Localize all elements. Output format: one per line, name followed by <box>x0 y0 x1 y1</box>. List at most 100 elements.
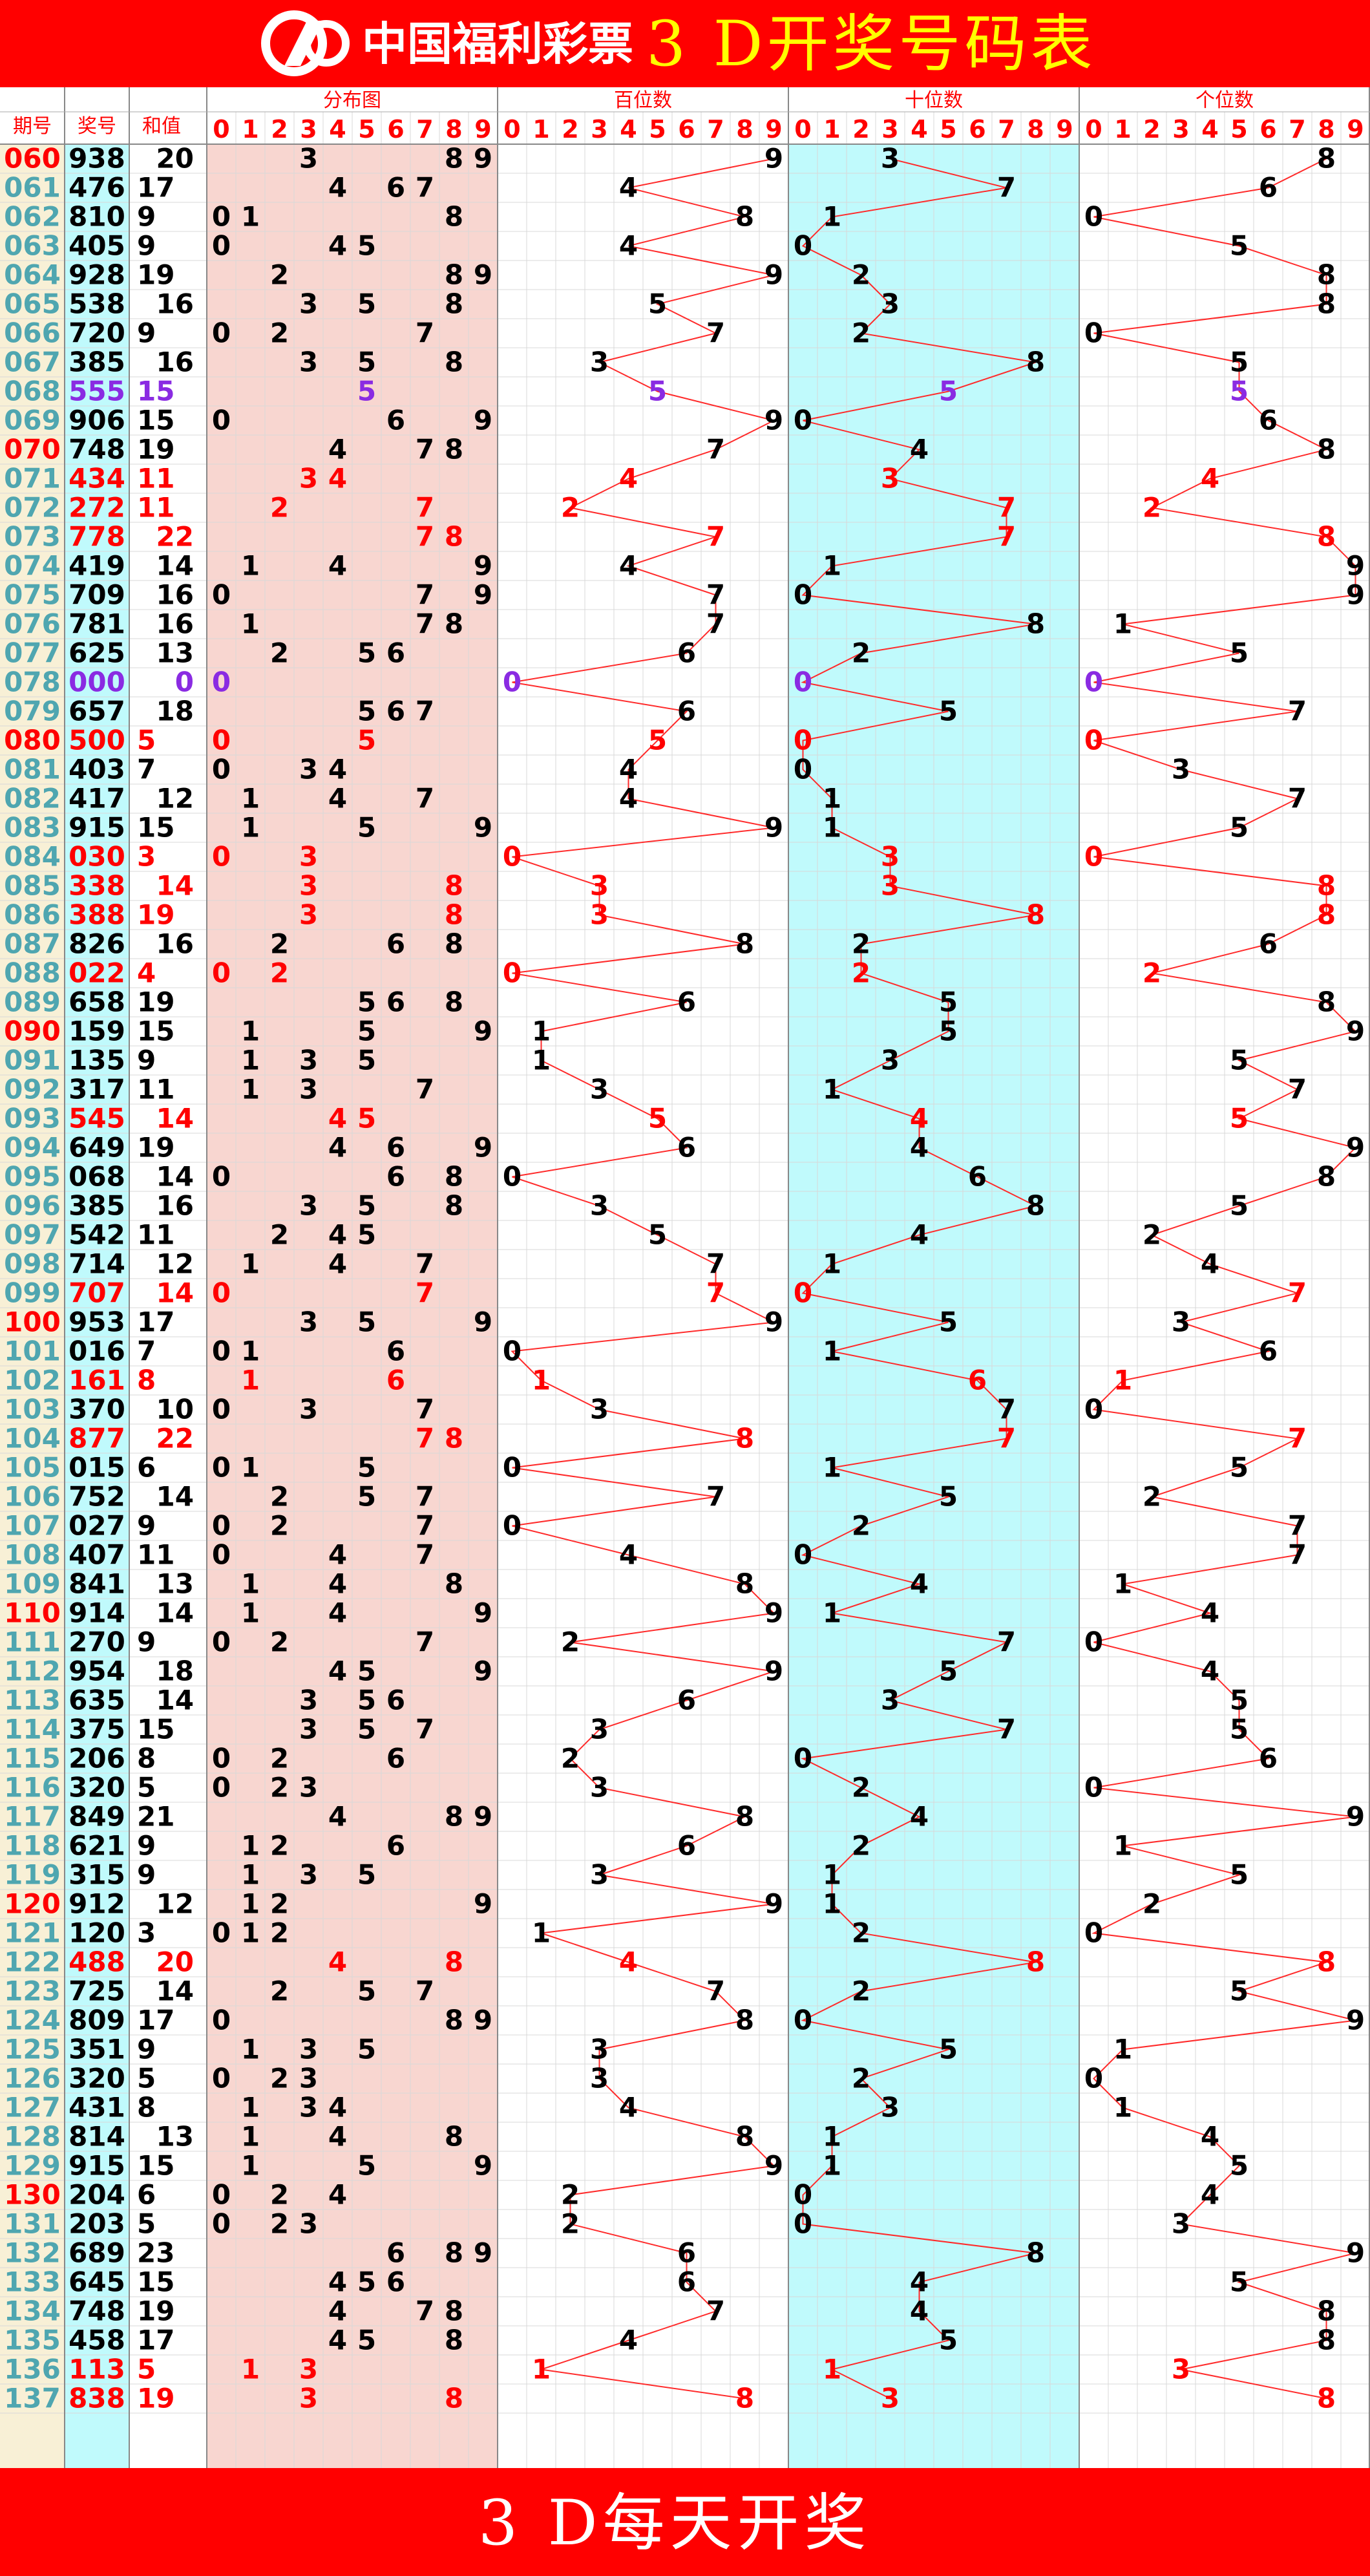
hundreds-mark: 1 <box>532 1917 551 1949</box>
number-cell: 545 <box>68 1103 125 1134</box>
distribution-mark: 8 <box>445 1801 463 1833</box>
hundreds-mark: 5 <box>648 376 667 407</box>
distribution-mark: 9 <box>474 1801 492 1833</box>
tens-mark: 2 <box>852 1917 870 1949</box>
units-mark: 3 <box>1172 754 1190 785</box>
hundreds-mark: 8 <box>735 2383 754 2414</box>
tens-digit-label: 3 <box>881 115 898 144</box>
tens-mark: 0 <box>794 2005 812 2036</box>
distribution-digit-label: 0 <box>213 115 229 144</box>
distribution-mark: 0 <box>212 2005 231 2036</box>
period-cell: 115 <box>4 1743 61 1774</box>
number-cell: 748 <box>68 2295 125 2327</box>
hundreds-mark: 6 <box>677 2237 696 2269</box>
number-cell: 538 <box>68 288 125 320</box>
distribution-mark: 8 <box>445 1190 463 1222</box>
sum-cell: 11 <box>137 1074 174 1105</box>
period-cell: 081 <box>4 754 61 785</box>
tens-mark: 0 <box>794 1539 812 1571</box>
distribution-mark: 6 <box>386 696 405 727</box>
sum-cell: 15 <box>137 376 174 407</box>
distribution-mark: 2 <box>270 957 289 989</box>
hundreds-mark: 7 <box>706 579 725 611</box>
number-cell: 555 <box>68 376 125 407</box>
distribution-mark: 7 <box>416 1510 434 1542</box>
period-cell: 102 <box>4 1365 61 1396</box>
units-digit-label: 4 <box>1201 115 1218 144</box>
distribution-mark: 4 <box>328 1219 347 1251</box>
distribution-mark: 7 <box>416 2295 434 2327</box>
units-digit-label: 2 <box>1143 115 1160 144</box>
distribution-mark: 8 <box>445 346 463 378</box>
distribution-mark: 4 <box>328 1103 347 1134</box>
tens-mark: 8 <box>1026 1190 1045 1222</box>
number-cell: 714 <box>68 1248 125 1280</box>
distribution-mark: 8 <box>445 288 463 320</box>
units-mark: 8 <box>1317 259 1336 291</box>
page-title: 3 D开奖号码表 <box>646 8 1097 80</box>
tens-mark: 3 <box>881 841 900 873</box>
tens-mark: 4 <box>910 1219 929 1251</box>
tens-mark: 3 <box>881 2092 900 2124</box>
units-mark: 4 <box>1201 463 1219 495</box>
distribution-mark: 0 <box>212 666 231 698</box>
tens-mark: 1 <box>823 1336 841 1367</box>
units-mark: 5 <box>1230 1714 1249 1745</box>
tens-mark: 0 <box>794 754 812 785</box>
sum-cell: 17 <box>137 172 174 204</box>
period-cell: 063 <box>4 230 61 262</box>
hundreds-mark: 5 <box>648 1219 667 1251</box>
units-digit-label: 5 <box>1230 115 1247 144</box>
distribution-mark: 4 <box>328 1801 347 1833</box>
sum-cell: 14 <box>156 1597 194 1629</box>
hundreds-digit-label: 6 <box>678 115 695 144</box>
distribution-mark: 4 <box>328 1597 347 1629</box>
sum-cell: 7 <box>137 1336 156 1367</box>
units-mark: 9 <box>1346 2005 1365 2036</box>
period-cell: 064 <box>4 259 61 291</box>
units-mark: 5 <box>1230 637 1249 669</box>
hundreds-digit-label: 5 <box>649 115 666 144</box>
distribution-mark: 7 <box>416 1626 434 1658</box>
distribution-mark: 4 <box>328 2121 347 2153</box>
hundreds-mark: 6 <box>677 1132 696 1164</box>
units-digit-label: 3 <box>1172 115 1189 144</box>
tens-mark: 5 <box>939 1016 958 1047</box>
distribution-mark: 2 <box>270 1481 289 1513</box>
number-cell: 204 <box>68 2179 125 2211</box>
sum-cell: 14 <box>156 1103 194 1134</box>
sum-cell: 20 <box>156 1946 194 1978</box>
distribution-mark: 8 <box>445 2325 463 2356</box>
units-mark: 5 <box>1230 812 1249 844</box>
number-cell: 914 <box>68 1597 125 1629</box>
units-mark: 7 <box>1288 696 1307 727</box>
distribution-mark: 9 <box>474 1016 492 1047</box>
distribution-mark: 4 <box>328 1539 347 1571</box>
number-cell: 159 <box>68 1016 125 1047</box>
distribution-mark: 5 <box>357 1452 376 1484</box>
sum-cell: 8 <box>137 1743 156 1774</box>
distribution-mark: 2 <box>270 1772 289 1804</box>
distribution-mark: 5 <box>357 2266 376 2298</box>
units-mark: 8 <box>1317 2383 1336 2414</box>
distribution-mark: 4 <box>328 754 347 785</box>
tens-digit-label: 0 <box>794 115 811 144</box>
hundreds-mark: 7 <box>706 1481 725 1513</box>
hundreds-mark: 9 <box>764 259 783 291</box>
distribution-mark: 0 <box>212 2179 231 2211</box>
units-mark: 0 <box>1084 666 1103 698</box>
distribution-mark: 3 <box>299 1394 318 1425</box>
period-cell: 086 <box>4 899 61 931</box>
number-cell: 500 <box>68 725 125 756</box>
distribution-mark: 5 <box>357 2150 376 2182</box>
distribution-mark: 3 <box>299 1859 318 1891</box>
period-cell: 061 <box>4 172 61 204</box>
tens-mark: 8 <box>1026 899 1045 931</box>
hundreds-mark: 9 <box>764 1888 783 1920</box>
sum-cell: 8 <box>137 1365 156 1396</box>
distribution-mark: 5 <box>357 637 376 669</box>
hundreds-mark: 9 <box>764 1306 783 1338</box>
distribution-mark: 3 <box>299 2092 318 2124</box>
distribution-mark: 1 <box>241 1859 260 1891</box>
distribution-mark: 6 <box>386 928 405 960</box>
